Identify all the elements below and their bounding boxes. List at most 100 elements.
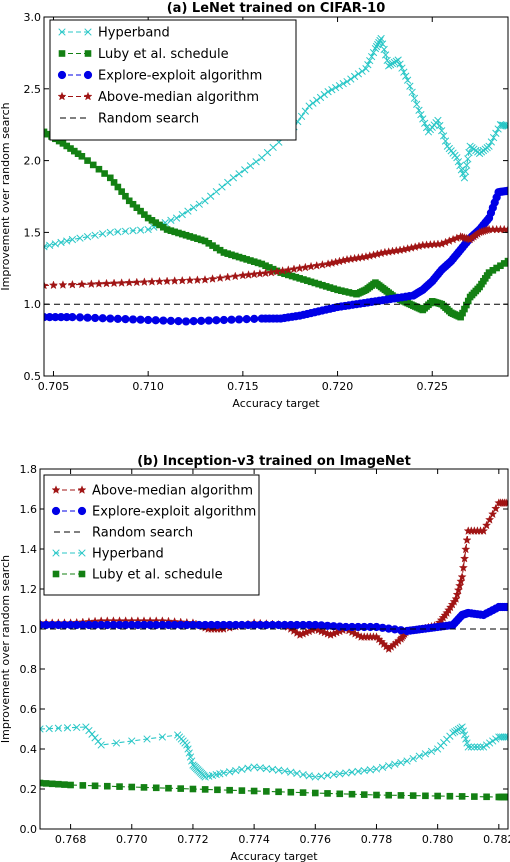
data-point [497, 262, 504, 270]
data-point [165, 784, 172, 792]
data-point [461, 167, 470, 176]
data-point [144, 225, 152, 234]
legend-marker [78, 570, 86, 578]
data-point [227, 315, 236, 324]
data-point [238, 787, 246, 794]
data-point [471, 793, 478, 800]
data-point [460, 553, 470, 563]
data-point [118, 188, 125, 195]
data-point [502, 122, 508, 130]
data-point [44, 243, 48, 251]
data-point [106, 228, 114, 237]
data-point [417, 110, 425, 119]
legend-entry-random-search: Random search [60, 112, 199, 127]
data-point [163, 226, 171, 233]
legend-marker [58, 50, 66, 57]
data-point [303, 277, 311, 284]
data-point [226, 786, 233, 794]
data-point [413, 100, 421, 108]
data-point [422, 792, 429, 800]
data-point [113, 314, 122, 323]
data-point [274, 766, 283, 774]
data-point [289, 264, 299, 274]
data-point [347, 75, 355, 83]
data-point [117, 278, 127, 287]
data-point [320, 90, 328, 99]
data-point [504, 793, 508, 801]
legend: Hyperband Luby et al. schedule Explore-exp… [49, 19, 297, 141]
chart-panel-2: (b) Inception-v3 trained on ImageNet 0.76… [0, 454, 510, 862]
data-point [167, 216, 175, 224]
data-point [224, 178, 232, 187]
data-point [228, 251, 235, 259]
data-point [354, 70, 363, 78]
data-point [497, 733, 505, 741]
data-point [391, 760, 399, 768]
data-point [48, 780, 56, 788]
data-point [55, 137, 63, 145]
data-point [323, 771, 332, 780]
data-point [461, 305, 468, 313]
data-point [125, 197, 133, 205]
data-point [129, 200, 137, 208]
data-point [354, 767, 362, 776]
series-line [44, 131, 508, 318]
y-tick-label: 0.2 [20, 783, 38, 796]
y-tick-label: 1.4 [20, 543, 38, 556]
data-point [293, 769, 301, 778]
data-point [44, 130, 52, 138]
legend-box [49, 19, 297, 141]
data-point [300, 262, 310, 272]
data-point [285, 271, 292, 279]
data-point [61, 781, 68, 788]
data-point [212, 187, 220, 196]
data-point [408, 88, 416, 96]
y-axis-label: Improvement over random search [0, 102, 12, 290]
x-axis-label: Accuracy target [230, 850, 318, 862]
legend-label: Above-median algorithm [92, 484, 253, 499]
plot-area [44, 34, 508, 326]
legend-entry-explore-exploit-algorithm: Explore-exploit algorithm [57, 69, 262, 84]
legend-marker [57, 91, 67, 101]
y-tick-label: 1.8 [20, 463, 38, 476]
data-point [112, 739, 121, 747]
data-point [91, 782, 99, 790]
data-point [378, 763, 387, 772]
data-point [464, 743, 472, 751]
data-point [152, 219, 160, 226]
data-point [238, 765, 246, 774]
data-point [167, 227, 175, 234]
data-point [136, 226, 145, 234]
data-point [177, 785, 185, 792]
data-point [281, 767, 289, 775]
data-point [129, 227, 137, 235]
x-axis-label: Accuracy target [232, 397, 320, 410]
data-point [330, 285, 338, 292]
data-point [68, 235, 77, 244]
y-tick-label: 2.5 [24, 83, 42, 96]
data-point [456, 162, 464, 170]
data-point [68, 313, 77, 322]
data-point [218, 183, 226, 191]
data-point [319, 281, 326, 289]
data-point [250, 787, 258, 795]
data-point [209, 242, 216, 249]
data-point [446, 792, 454, 800]
data-point [144, 315, 153, 325]
data-point [175, 229, 182, 237]
data-point [244, 270, 254, 279]
data-point [473, 743, 482, 751]
data-point [172, 214, 181, 222]
data-point [160, 223, 167, 231]
data-point [148, 217, 156, 224]
chart-panel-1: (a) LeNet trained on CIFAR-10 0.705 0.710 0… [0, 1, 509, 410]
series-line [40, 726, 508, 778]
data-point [83, 313, 92, 322]
data-point [311, 773, 319, 781]
data-point [75, 313, 85, 322]
data-point [242, 315, 251, 324]
data-point [268, 765, 277, 774]
legend-label: Explore-exploit algorithm [92, 505, 256, 520]
data-point [214, 786, 221, 794]
data-point [86, 279, 96, 288]
